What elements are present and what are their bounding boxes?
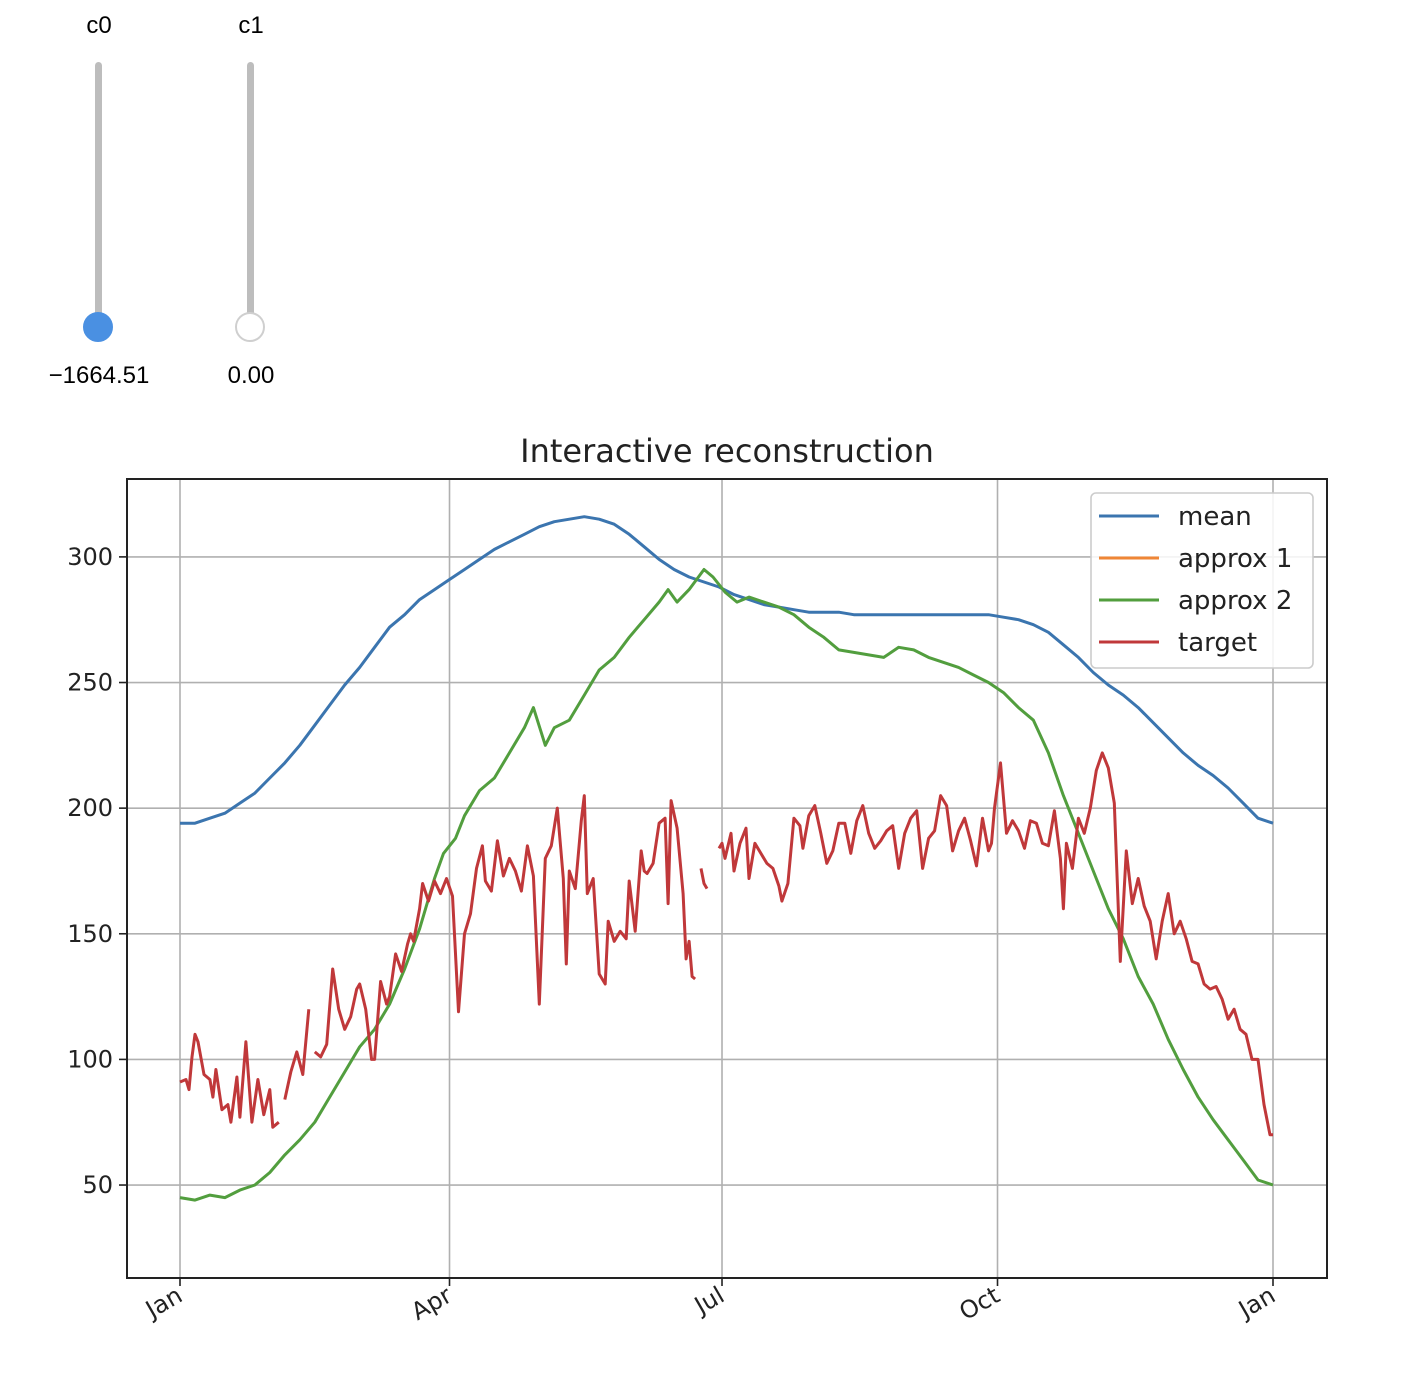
chart-title: Interactive reconstruction [520, 432, 934, 470]
y-tick-label: 250 [67, 669, 113, 697]
series-line-target [283, 1009, 311, 1100]
slider-c0[interactable]: c0 −1664.51 [24, 0, 174, 400]
slider-c0-track[interactable] [95, 62, 102, 327]
y-tick-label: 100 [67, 1045, 113, 1073]
x-tick-label: Oct [955, 1281, 1005, 1326]
slider-c1-label: c1 [238, 12, 264, 39]
slider-c1-value: 0.00 [227, 362, 275, 389]
x-tick-label: Jan [139, 1281, 187, 1325]
slider-c0-handle[interactable] [83, 312, 113, 342]
series-line-target [699, 868, 709, 890]
legend: mean approx 1 approx 2 target [1090, 492, 1314, 669]
legend-label: target [1178, 628, 1257, 658]
y-tick-label: 150 [67, 920, 113, 948]
line-chart: Interactive reconstruction Jan Apr Jul Oct J… [67, 432, 1328, 1326]
slider-c1-track[interactable] [247, 62, 254, 327]
y-tick-label: 300 [67, 543, 113, 571]
y-tick-label: 50 [82, 1171, 113, 1199]
legend-box [1090, 492, 1314, 669]
x-tick-label: Jul [688, 1281, 729, 1321]
series-lines [179, 515, 1274, 1202]
slider-c1[interactable]: c1 0.00 [176, 0, 326, 400]
series-line-target [179, 1032, 280, 1129]
x-tick-label: Jan [1232, 1281, 1280, 1325]
series-line-target [717, 751, 1273, 1137]
legend-label: mean [1178, 502, 1252, 532]
legend-label: approx 2 [1178, 586, 1292, 616]
legend-label: approx 1 [1178, 544, 1292, 574]
series-line-approx-2 [179, 568, 1274, 1202]
y-tick-label: 200 [67, 794, 113, 822]
slider-c0-value: −1664.51 [48, 362, 150, 389]
plot-area-frame [126, 478, 1328, 1279]
grid-lines [127, 479, 1327, 1278]
slider-c0-label: c0 [86, 12, 112, 39]
x-tick-label: Apr [407, 1281, 457, 1326]
slider-c1-handle[interactable] [235, 312, 265, 342]
series-line-target [313, 794, 697, 1061]
series-line-mean [180, 515, 1274, 825]
